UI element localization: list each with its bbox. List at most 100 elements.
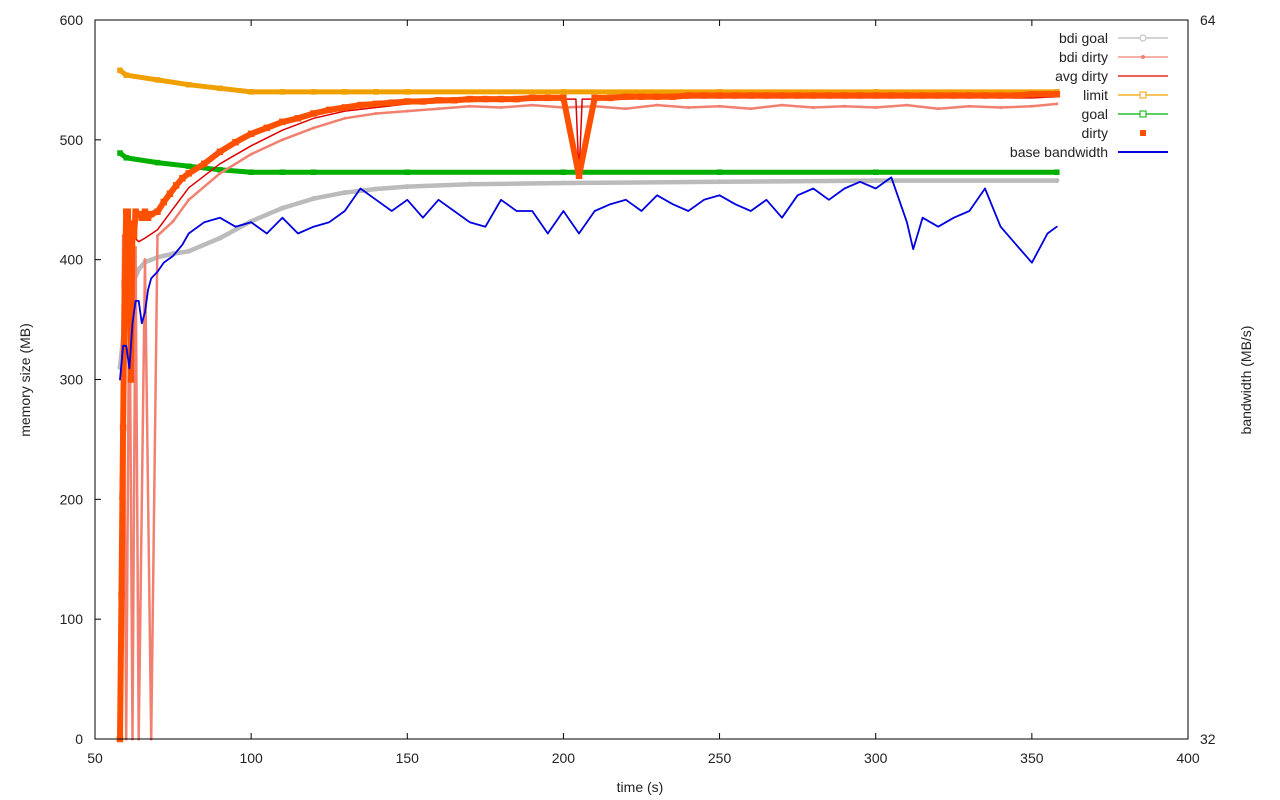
data-point: [685, 92, 692, 99]
data-point: [437, 107, 441, 111]
data-point: [716, 169, 723, 175]
data-point: [249, 152, 253, 156]
data-point: [1054, 178, 1060, 184]
data-point: [138, 214, 146, 221]
data-point: [638, 93, 645, 100]
data-point: [653, 93, 661, 100]
data-point: [388, 99, 395, 106]
data-point: [622, 93, 630, 100]
legend-item: avg dirty: [1055, 68, 1168, 84]
x-tick-label: 50: [87, 750, 103, 766]
data-point: [126, 256, 133, 263]
data-point: [731, 92, 739, 99]
x-tick-label: 250: [708, 750, 732, 766]
data-point: [1044, 91, 1051, 98]
data-point: [154, 77, 161, 83]
data-point: [874, 105, 878, 109]
data-point: [263, 124, 271, 132]
data-point: [716, 92, 723, 99]
data-point: [160, 198, 167, 206]
y-tick-label: 300: [60, 372, 84, 388]
data-point: [404, 89, 411, 95]
y2-tick-label: 64: [1200, 12, 1216, 28]
data-point: [872, 92, 879, 99]
data-point: [136, 266, 142, 272]
legend-label: limit: [1083, 87, 1108, 103]
data-point: [450, 97, 458, 104]
data-point: [127, 376, 135, 383]
data-point: [591, 94, 598, 102]
data-point: [905, 103, 909, 107]
data-point: [155, 234, 159, 238]
y-tick-label: 100: [60, 611, 84, 627]
x-axis-label: time (s): [617, 779, 664, 795]
data-point: [310, 110, 317, 117]
data-point: [966, 92, 973, 99]
data-point: [311, 196, 317, 202]
data-point: [123, 72, 129, 78]
data-point: [1030, 104, 1034, 108]
data-point: [575, 172, 583, 180]
legend-item: bdi goal: [1059, 30, 1168, 46]
data-point: [294, 115, 302, 122]
data-point: [934, 92, 942, 99]
data-point: [179, 174, 186, 182]
data-point: [247, 130, 255, 138]
data-point: [342, 190, 348, 196]
data-point: [373, 89, 379, 95]
data-point: [154, 159, 161, 166]
data-point: [248, 89, 254, 95]
legend-label: bdi goal: [1059, 30, 1108, 46]
data-point: [856, 92, 864, 99]
data-point: [218, 171, 222, 175]
y-axis-label: memory size (MB): [17, 323, 33, 437]
data-point: [419, 98, 427, 105]
legend-item: limit: [1083, 87, 1168, 103]
y-tick-label: 200: [60, 491, 84, 507]
data-point: [405, 109, 409, 113]
data-point: [999, 105, 1003, 109]
data-point: [141, 208, 149, 215]
data-point: [280, 138, 284, 142]
plot-area: [116, 67, 1061, 743]
data-point: [528, 94, 536, 102]
data-point: [560, 180, 566, 186]
data-point: [166, 190, 174, 198]
legend-label: avg dirty: [1055, 68, 1108, 84]
data-point: [903, 92, 911, 99]
data-point: [530, 103, 534, 107]
data-point: [119, 424, 127, 431]
data-point: [372, 100, 380, 108]
series-line-bdi-dirty: [118, 102, 1059, 741]
legend-item: goal: [1082, 106, 1168, 122]
data-point: [841, 92, 848, 99]
data-point: [279, 118, 286, 126]
data-point: [185, 170, 192, 177]
series-dirty: [116, 91, 1061, 743]
data-point: [560, 169, 567, 175]
data-point: [129, 220, 136, 227]
legend: bdi goal bdi dirty avg dirty limit goal dirty…: [1010, 30, 1168, 160]
data-point: [669, 93, 676, 100]
data-point: [310, 169, 317, 175]
y-tick-label: 0: [75, 731, 83, 747]
legend-swatch: [1140, 130, 1146, 136]
data-point: [124, 208, 132, 215]
y-tick-label: 400: [60, 252, 84, 268]
data-point: [1012, 92, 1020, 99]
data-point: [763, 92, 770, 99]
data-point: [186, 248, 192, 254]
legend-label: bdi dirty: [1059, 49, 1108, 65]
x-tick-label: 350: [1020, 750, 1044, 766]
legend-marker: [1139, 110, 1147, 118]
data-point: [624, 107, 628, 111]
legend-marker: [1139, 34, 1147, 42]
legend-item: bdi dirty: [1059, 49, 1168, 65]
x-tick-label: 150: [396, 750, 420, 766]
data-point: [357, 101, 364, 109]
data-point: [1055, 102, 1059, 106]
data-point: [310, 89, 317, 95]
data-point: [201, 160, 208, 168]
data-point: [130, 232, 138, 239]
